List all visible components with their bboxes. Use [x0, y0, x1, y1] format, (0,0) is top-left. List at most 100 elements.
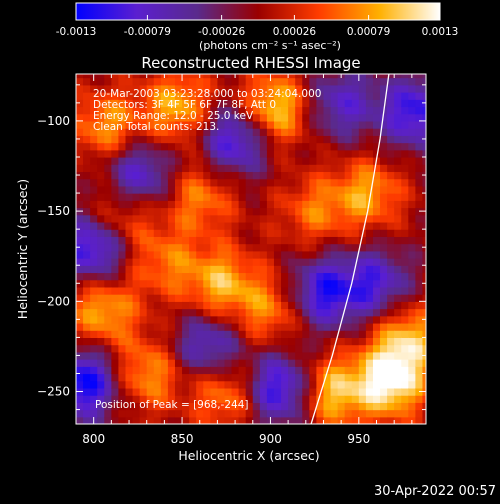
heatmap-cell — [316, 351, 325, 360]
heatmap-cell — [217, 387, 226, 396]
heatmap-cell — [76, 214, 84, 223]
heatmap-cell — [302, 229, 310, 237]
heatmap-cell — [224, 395, 233, 403]
heatmap-cell — [132, 395, 141, 403]
heatmap-cell — [125, 135, 134, 144]
heatmap-cell — [174, 200, 183, 209]
heatmap-cell — [266, 243, 275, 252]
heatmap-cell — [139, 135, 148, 144]
heatmap-cell — [401, 214, 409, 223]
x-tick-label: 900 — [259, 432, 282, 446]
heatmap-cell — [358, 207, 367, 216]
heatmap-cell — [118, 221, 127, 230]
heatmap-cell — [132, 120, 141, 129]
heatmap-cell — [167, 258, 176, 266]
heatmap-cell — [125, 156, 134, 165]
heatmap-cell — [217, 366, 226, 375]
heatmap-cell — [323, 164, 332, 173]
colorbar-tick-label: 0.00026 — [273, 26, 317, 38]
heatmap-cell — [76, 250, 84, 259]
heatmap-cell — [323, 308, 332, 317]
heatmap-cell — [231, 128, 240, 136]
heatmap-cell — [309, 142, 318, 151]
heatmap-cell — [302, 120, 310, 129]
heatmap-cell — [408, 193, 416, 201]
heatmap-cell — [231, 142, 240, 151]
heatmap-cell — [97, 135, 105, 144]
heatmap-cell — [295, 142, 303, 151]
heatmap-cell — [167, 402, 176, 411]
heatmap-cell — [231, 351, 240, 360]
heatmap-cell — [167, 330, 176, 339]
heatmap-cell — [252, 308, 261, 317]
heatmap-cell — [224, 106, 233, 115]
heatmap-cell — [394, 214, 402, 223]
heatmap-cell — [422, 409, 426, 418]
heatmap-cell — [372, 308, 381, 317]
heatmap-cell — [281, 171, 289, 180]
heatmap-cell — [401, 221, 409, 230]
heatmap-cell — [167, 185, 176, 194]
heatmap-cell — [330, 286, 339, 295]
heatmap-cell — [316, 272, 325, 281]
heatmap-cell — [372, 164, 381, 173]
heatmap-cell — [259, 258, 268, 266]
heatmap-cell — [365, 402, 374, 411]
heatmap-cell — [323, 294, 332, 302]
heatmap-cell — [365, 286, 374, 295]
heatmap-cell — [337, 135, 346, 144]
heatmap-cell — [104, 135, 112, 144]
heatmap-cell — [337, 250, 346, 259]
heatmap-cell — [231, 214, 240, 223]
heatmap-cell — [358, 322, 367, 331]
heatmap-cell — [139, 149, 148, 158]
heatmap-cell — [160, 265, 169, 274]
heatmap-cell — [111, 77, 120, 86]
heatmap-cell — [351, 156, 360, 165]
heatmap-cell — [288, 373, 296, 382]
heatmap-cell — [408, 380, 416, 389]
heatmap-cell — [422, 258, 426, 266]
heatmap-cell — [337, 178, 346, 187]
heatmap-cell — [309, 156, 318, 165]
heatmap-cell — [422, 185, 426, 194]
heatmap-cell — [365, 221, 374, 230]
heatmap-cell — [266, 258, 275, 266]
heatmap-cell — [97, 402, 105, 411]
heatmap-cell — [401, 366, 409, 375]
heatmap-cell — [302, 77, 310, 86]
heatmap-cell — [387, 409, 395, 418]
heatmap-cell — [358, 113, 367, 122]
heatmap-cell — [387, 229, 395, 237]
heatmap-cell — [401, 171, 409, 180]
heatmap-cell — [295, 193, 303, 201]
heatmap-cell — [316, 229, 325, 237]
heatmap-cell — [132, 308, 141, 317]
heatmap-cell — [83, 200, 91, 209]
colorbar-unit-label: (photons cm⁻² s⁻¹ asec⁻²) — [199, 39, 341, 52]
heatmap-cell — [104, 164, 112, 173]
heatmap-cell — [90, 178, 98, 187]
heatmap-cell — [422, 149, 426, 158]
heatmap-cell — [337, 106, 346, 115]
heatmap-cell — [238, 301, 247, 310]
heatmap-cell — [365, 164, 374, 173]
heatmap-cell — [167, 272, 176, 281]
heatmap-cell — [323, 99, 332, 108]
heatmap-cell — [139, 279, 148, 288]
heatmap-cell — [401, 308, 409, 317]
heatmap-cell — [167, 301, 176, 310]
heatmap-cell — [266, 286, 275, 295]
heatmap-cell — [266, 315, 275, 324]
heatmap-cell — [358, 380, 367, 389]
heatmap-cell — [351, 92, 360, 100]
heatmap-cell — [415, 185, 424, 194]
heatmap-cell — [252, 229, 261, 237]
heatmap-cell — [231, 402, 240, 411]
annotation-line: Clean Total counts: 213. — [93, 121, 219, 133]
heatmap-cell — [259, 315, 268, 324]
heatmap-cell — [217, 258, 226, 266]
heatmap-cell — [167, 229, 176, 237]
heatmap-cell — [132, 380, 141, 389]
heatmap-cell — [245, 395, 254, 403]
